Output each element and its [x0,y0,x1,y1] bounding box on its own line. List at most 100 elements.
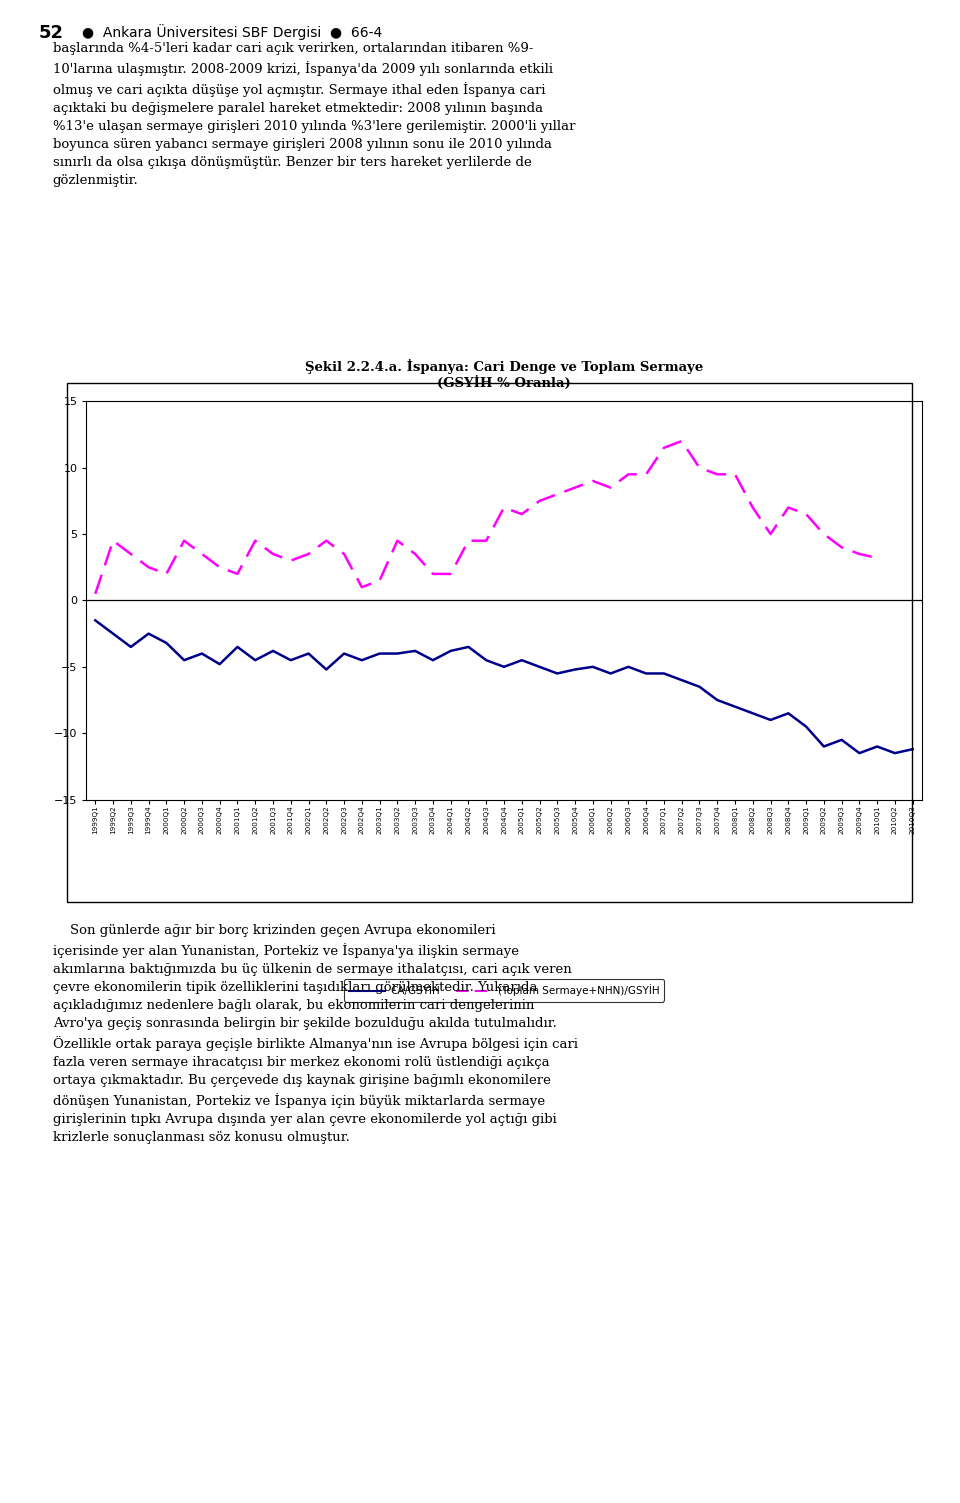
CA/GSYİH [196,645,207,663]
CA/GSYİH [552,664,564,682]
CA/GSYİH [676,670,687,688]
(Toplam Sermaye+NHN)/GSYİH [747,499,758,517]
CA/GSYİH [267,642,278,660]
CA/GSYİH [338,645,349,663]
CA/GSYİH [250,651,261,669]
CA/GSYİH [356,651,368,669]
CA/GSYİH [765,711,777,729]
(Toplam Sermaye+NHN)/GSYİH [373,571,385,589]
CA/GSYİH [480,651,492,669]
(Toplam Sermaye+NHN)/GSYİH [659,439,670,457]
(Toplam Sermaye+NHN)/GSYİH [588,472,599,490]
CA/GSYİH [427,651,439,669]
CA/GSYİH [588,658,599,676]
CA/GSYİH [392,645,403,663]
CA/GSYİH [231,637,243,655]
Text: Son günlerde ağır bir borç krizinden geçen Avrupa ekonomileri
içerisinde yer ala: Son günlerde ağır bir borç krizinden geç… [53,924,578,1144]
CA/GSYİH [801,717,812,735]
(Toplam Sermaye+NHN)/GSYİH [285,552,297,570]
(Toplam Sermaye+NHN)/GSYİH [143,558,155,576]
(Toplam Sermaye+NHN)/GSYİH [196,546,207,564]
(Toplam Sermaye+NHN)/GSYİH [676,433,687,451]
Line: CA/GSYİH: CA/GSYİH [95,621,913,753]
CA/GSYİH [179,651,190,669]
(Toplam Sermaye+NHN)/GSYİH [214,558,226,576]
(Toplam Sermaye+NHN)/GSYİH [694,458,706,476]
(Toplam Sermaye+NHN)/GSYİH [267,546,278,564]
CA/GSYİH [640,664,652,682]
CA/GSYİH [872,738,883,756]
CA/GSYİH [889,744,900,762]
(Toplam Sermaye+NHN)/GSYİH [516,505,528,523]
CA/GSYİH [836,730,848,748]
(Toplam Sermaye+NHN)/GSYİH [179,532,190,550]
CA/GSYİH [569,660,581,678]
(Toplam Sermaye+NHN)/GSYİH [872,549,883,567]
CA/GSYİH [747,705,758,723]
(Toplam Sermaye+NHN)/GSYİH [836,538,848,556]
CA/GSYİH [463,637,474,655]
CA/GSYİH [444,642,456,660]
CA/GSYİH [160,634,172,652]
(Toplam Sermaye+NHN)/GSYİH [89,585,101,603]
(Toplam Sermaye+NHN)/GSYİH [623,466,635,484]
(Toplam Sermaye+NHN)/GSYİH [231,565,243,583]
CA/GSYİH [694,678,706,696]
(Toplam Sermaye+NHN)/GSYİH [730,466,741,484]
CA/GSYİH [853,744,865,762]
(Toplam Sermaye+NHN)/GSYİH [338,546,349,564]
(Toplam Sermaye+NHN)/GSYİH [765,525,777,543]
CA/GSYİH [782,705,794,723]
CA/GSYİH [214,655,226,673]
(Toplam Sermaye+NHN)/GSYİH [250,532,261,550]
(Toplam Sermaye+NHN)/GSYİH [409,546,420,564]
Legend: CA/GSYİH, (Toplam Sermaye+NHN)/GSYİH: CA/GSYİH, (Toplam Sermaye+NHN)/GSYİH [344,978,664,1001]
(Toplam Sermaye+NHN)/GSYİH [480,532,492,550]
(Toplam Sermaye+NHN)/GSYİH [605,478,616,496]
(Toplam Sermaye+NHN)/GSYİH [108,532,119,550]
(Toplam Sermaye+NHN)/GSYİH [782,499,794,517]
CA/GSYİH [711,691,723,709]
CA/GSYİH [623,658,635,676]
Text: 52: 52 [38,24,63,42]
(Toplam Sermaye+NHN)/GSYİH [463,532,474,550]
CA/GSYİH [659,664,670,682]
Text: başlarında %4-5'leri kadar cari açık verirken, ortalarından itibaren %9-
10'ları: başlarında %4-5'leri kadar cari açık ver… [53,42,575,186]
CA/GSYİH [730,697,741,715]
(Toplam Sermaye+NHN)/GSYİH [321,532,332,550]
(Toplam Sermaye+NHN)/GSYİH [552,485,564,504]
CA/GSYİH [143,625,155,643]
CA/GSYİH [818,738,829,756]
Title: Şekil 2.2.4.a. İspanya: Cari Denge ve Toplam Sermaye
(GSYİH % Oranla): Şekil 2.2.4.a. İspanya: Cari Denge ve To… [305,359,703,391]
(Toplam Sermaye+NHN)/GSYİH [160,565,172,583]
(Toplam Sermaye+NHN)/GSYİH [498,499,510,517]
(Toplam Sermaye+NHN)/GSYİH [356,579,368,597]
(Toplam Sermaye+NHN)/GSYİH [801,505,812,523]
CA/GSYİH [321,660,332,678]
(Toplam Sermaye+NHN)/GSYİH [640,466,652,484]
CA/GSYİH [89,612,101,630]
CA/GSYİH [605,664,616,682]
(Toplam Sermaye+NHN)/GSYİH [569,478,581,496]
CA/GSYİH [108,625,119,643]
(Toplam Sermaye+NHN)/GSYİH [818,525,829,543]
CA/GSYİH [534,658,545,676]
CA/GSYİH [373,645,385,663]
CA/GSYİH [285,651,297,669]
(Toplam Sermaye+NHN)/GSYİH [427,565,439,583]
CA/GSYİH [907,739,919,758]
CA/GSYİH [498,658,510,676]
(Toplam Sermaye+NHN)/GSYİH [392,532,403,550]
CA/GSYİH [302,645,314,663]
Line: (Toplam Sermaye+NHN)/GSYİH: (Toplam Sermaye+NHN)/GSYİH [95,442,877,594]
(Toplam Sermaye+NHN)/GSYİH [444,565,456,583]
Text: ●  Ankara Üniversitesi SBF Dergisi  ●  66-4: ● Ankara Üniversitesi SBF Dergisi ● 66-4 [82,24,382,41]
CA/GSYİH [409,642,420,660]
(Toplam Sermaye+NHN)/GSYİH [534,491,545,510]
CA/GSYİH [125,637,136,655]
CA/GSYİH [516,651,528,669]
(Toplam Sermaye+NHN)/GSYİH [302,546,314,564]
(Toplam Sermaye+NHN)/GSYİH [853,546,865,564]
(Toplam Sermaye+NHN)/GSYİH [125,546,136,564]
(Toplam Sermaye+NHN)/GSYİH [711,466,723,484]
